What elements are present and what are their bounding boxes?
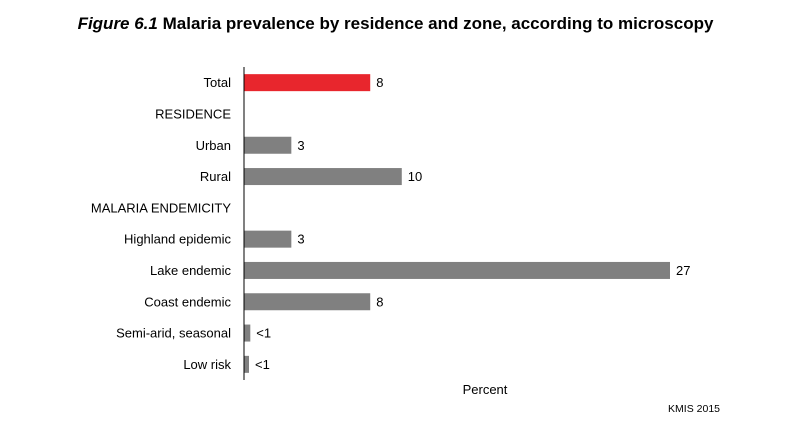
bar-semi-arid-seasonal xyxy=(244,324,251,342)
bar-urban xyxy=(244,136,292,154)
category-label-malaria-endemicity: MALARIA ENDEMICITY xyxy=(91,200,231,215)
source-note: KMIS 2015 xyxy=(668,403,720,415)
figure-number: Figure 6.1 xyxy=(77,14,158,33)
category-label-rural: Rural xyxy=(200,169,231,184)
bar-rural xyxy=(244,168,402,186)
value-label-total: 8 xyxy=(376,75,383,90)
bar-lake-endemic xyxy=(244,261,670,279)
category-label-low-risk: Low risk xyxy=(183,357,231,372)
bar-total xyxy=(244,74,371,92)
value-label-highland-epidemic: 3 xyxy=(297,232,304,247)
value-label-urban: 3 xyxy=(297,138,304,153)
category-label-lake-endemic: Lake endemic xyxy=(150,263,231,278)
category-label-residence: RESIDENCE xyxy=(155,106,231,121)
category-label-total: Total xyxy=(204,75,232,90)
bar-highland-epidemic xyxy=(244,230,292,248)
x-axis-label: Percent xyxy=(462,382,508,397)
value-label-low-risk: <1 xyxy=(255,357,270,372)
category-label-urban: Urban xyxy=(196,138,231,153)
bar-low-risk xyxy=(244,355,249,373)
chart-title: Figure 6.1 Malaria prevalence by residen… xyxy=(0,14,791,34)
value-label-coast-endemic: 8 xyxy=(376,294,383,309)
figure-title-text: Malaria prevalence by residence and zone… xyxy=(162,14,714,33)
value-label-semi-arid-seasonal: <1 xyxy=(256,326,271,341)
value-label-rural: 10 xyxy=(408,169,422,184)
category-label-semi-arid-seasonal: Semi-arid, seasonal xyxy=(116,326,231,341)
bar-coast-endemic xyxy=(244,293,371,311)
value-label-lake-endemic: 27 xyxy=(676,263,690,278)
category-label-coast-endemic: Coast endemic xyxy=(144,294,231,309)
category-label-highland-epidemic: Highland epidemic xyxy=(124,232,231,247)
